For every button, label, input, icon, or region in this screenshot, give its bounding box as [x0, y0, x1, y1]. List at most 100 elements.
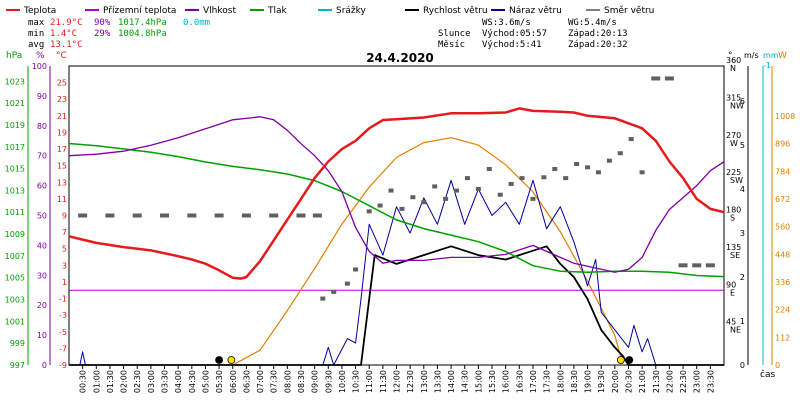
stat-avg-label: avg — [28, 40, 44, 50]
legend-label: Tlak — [267, 6, 288, 16]
temperature-line — [68, 107, 725, 280]
direction-tick-label: 225 — [726, 168, 741, 177]
temp-tick-label: -9 — [59, 361, 67, 370]
wind-tick-label: 0 — [740, 361, 745, 370]
x-tick-label: 10:00 — [338, 370, 347, 393]
temp-tick-label: -7 — [59, 344, 67, 353]
direction-tick-name: N — [730, 64, 736, 73]
wind-direction-mark — [651, 76, 661, 81]
temp-tick-label: 11 — [57, 195, 67, 204]
sun-label: Slunce — [438, 29, 471, 39]
legend-label: Rychlost větru — [423, 6, 488, 16]
wind-direction-mark — [160, 213, 170, 218]
x-tick-label: 23:30 — [706, 370, 715, 393]
wind-direction-mark — [486, 166, 492, 171]
direction-tick-name: S — [730, 214, 735, 223]
x-tick-label: 04:30 — [188, 370, 197, 393]
x-tick-label: 10:30 — [352, 370, 361, 393]
direction-tick-label: 315 — [726, 93, 741, 102]
direction-tick-label: 360 — [726, 56, 741, 65]
wind-direction-mark — [497, 192, 503, 197]
wind-direction-mark — [296, 213, 306, 218]
temp-tick-label: 21 — [57, 112, 67, 121]
solar-tick-label: 1008 — [775, 112, 795, 121]
wind-direction-mark — [464, 176, 470, 181]
x-tick-label: 19:00 — [584, 370, 593, 393]
temp-tick-label: -1 — [59, 295, 67, 304]
hpa-axis-unit: hPa — [6, 51, 22, 61]
x-tick-label: 18:30 — [570, 370, 579, 393]
x-tick-label: 11:30 — [379, 370, 388, 393]
humidity-tick-label: 60 — [37, 182, 47, 191]
humidity-tick-label: 100 — [32, 62, 47, 71]
wind-direction-mark — [692, 263, 702, 268]
solar-tick-label: 448 — [775, 250, 790, 259]
x-tick-label: 20:00 — [611, 370, 620, 393]
x-tick-label: 17:30 — [543, 370, 552, 393]
hpa-tick-label: 1021 — [5, 99, 25, 108]
x-tick-label: 08:00 — [283, 370, 292, 393]
direction-tick-name: NE — [730, 326, 741, 335]
sunrise-marker — [227, 356, 236, 364]
axes: hPa% °C9979991001100310051007100910111013… — [5, 51, 796, 393]
x-tick-label: 11:00 — [365, 370, 374, 393]
direction-tick-label: 180 — [726, 206, 741, 215]
hpa-tick-label: 1007 — [5, 252, 25, 261]
wind-tick-label: 4 — [740, 185, 745, 194]
solar-tick-label: 560 — [775, 223, 790, 232]
x-tick-label: 08:30 — [297, 370, 306, 393]
solar-tick-label: 112 — [775, 333, 790, 342]
x-tick-label: 02:00 — [120, 370, 129, 393]
x-tick-label: 07:00 — [256, 370, 265, 393]
hpa-tick-label: 1015 — [5, 165, 25, 174]
temp-tick-label: 5 — [62, 245, 67, 254]
x-tick-label: 04:00 — [174, 370, 183, 393]
wind-direction-mark — [421, 200, 427, 205]
solar-radiation-line — [232, 137, 624, 366]
wind-tick-label: 6 — [740, 97, 745, 106]
legend: Teplota Přízemní teplota Vlhkost Tlak Srážky… — [6, 6, 654, 16]
x-tick-label: 21:30 — [652, 370, 661, 393]
temp-tick-label: 7 — [62, 228, 67, 237]
x-tick-label: 16:00 — [502, 370, 511, 393]
x-tick-label: 16:30 — [515, 370, 524, 393]
wind-direction-mark — [508, 181, 514, 186]
solar-tick-label: 224 — [775, 306, 790, 315]
hpa-tick-label: 1023 — [5, 77, 25, 86]
stat-avg-temp: 13.1°C — [50, 40, 83, 50]
x-tick-label: 01:30 — [106, 370, 115, 393]
wind-direction-mark — [628, 137, 634, 142]
temp-tick-label: 25 — [57, 79, 67, 88]
legend-label: Srážky — [336, 6, 367, 16]
x-tick-label: 15:00 — [474, 370, 483, 393]
wind-tick-label: 5 — [740, 141, 745, 150]
x-tick-label: 22:00 — [665, 370, 674, 393]
direction-tick-name: NW — [730, 101, 744, 110]
x-tick-label: 05:30 — [215, 370, 224, 393]
humidity-line — [68, 116, 725, 273]
humidity-tick-label: 70 — [37, 152, 47, 161]
wind-direction-mark — [388, 188, 394, 193]
x-tick-label: 13:30 — [433, 370, 442, 393]
humidity-tick-label: 50 — [37, 212, 47, 221]
wind-direction-mark — [639, 170, 645, 175]
wind-direction-mark — [320, 296, 326, 301]
solar-tick-label: 896 — [775, 140, 790, 149]
humidity-tick-label: 0 — [42, 361, 47, 370]
stat-max-hum: 90% — [94, 18, 111, 28]
x-axis-label: čas — [760, 369, 775, 380]
wind-direction-mark — [454, 188, 460, 193]
x-tick-label: 06:30 — [242, 370, 251, 393]
x-tick-label: 13:00 — [420, 370, 429, 393]
direction-tick-label: 270 — [726, 131, 741, 140]
temp-axis-unit: °C — [56, 51, 67, 61]
stat-min-label: min — [28, 29, 44, 39]
temp-tick-label: 17 — [57, 145, 67, 154]
wind-tick-label: 1 — [740, 317, 745, 326]
hpa-tick-label: 1019 — [5, 121, 25, 130]
humidity-tick-label: 90 — [37, 92, 47, 101]
wind-direction-mark — [519, 176, 525, 181]
hpa-tick-label: 1017 — [5, 143, 25, 152]
sunrise-time: Východ:05:57 — [482, 29, 547, 39]
